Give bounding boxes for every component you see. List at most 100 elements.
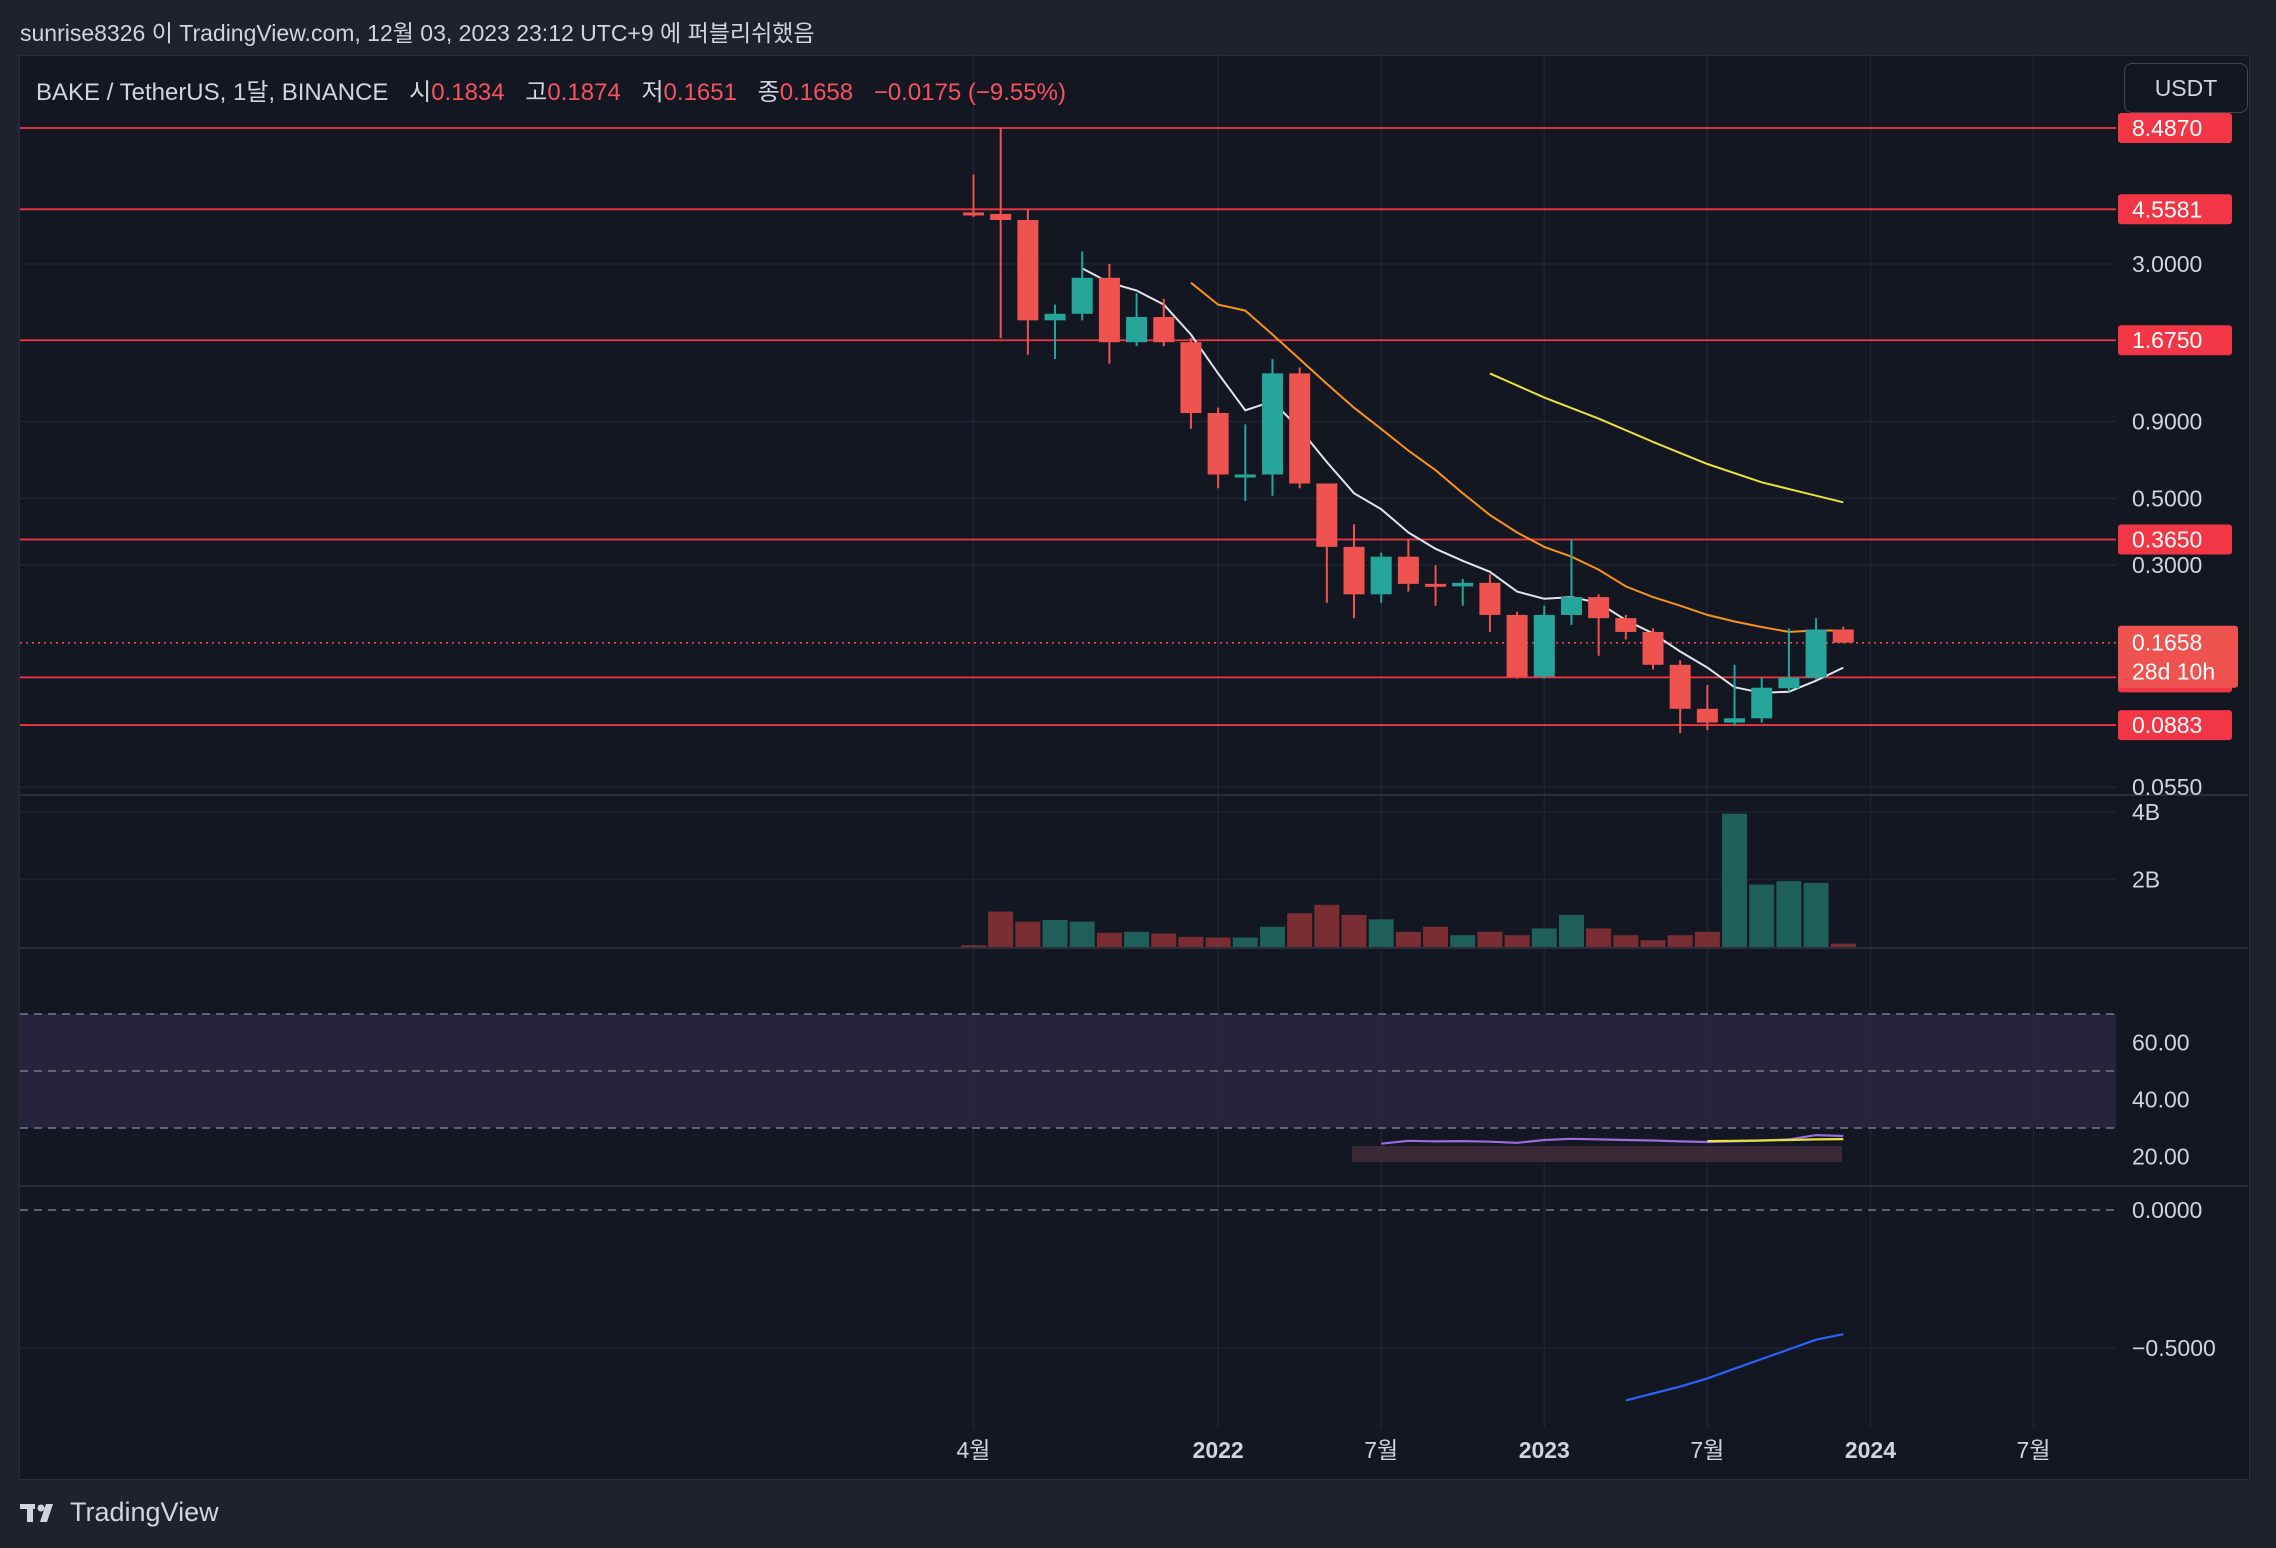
candle [963,174,984,217]
publish-info: sunrise8326 이 TradingView.com, 12월 03, 2… [20,20,815,46]
volume-bar [1558,914,1584,947]
candle [1234,424,1256,501]
candle-body [1778,677,1800,689]
volume-bar [1205,937,1231,947]
candle [1588,594,1610,656]
candle-body [1370,556,1392,595]
level-badge [2118,524,2232,555]
candle [1316,483,1338,603]
candle [1425,565,1447,606]
volume-bar [1531,928,1557,947]
moving-averages [1081,267,1844,694]
rsi-below-fill [1352,1146,1842,1162]
currency-button[interactable]: USDT [2124,63,2248,113]
time-tick-label: 7월 [2017,1437,2051,1463]
candle [1506,611,1528,679]
candle [1724,664,1746,726]
volume-bar [1667,935,1693,947]
moving-average-line [1489,372,1844,504]
candle [1533,605,1555,679]
candle [1479,574,1501,632]
candle-body [1696,708,1718,723]
time-tick-label: 2022 [1193,1437,1244,1463]
candle-body [990,213,1012,220]
close-label: 종 [757,79,780,106]
candle-body [1452,582,1474,587]
candle [1098,264,1120,364]
rsi-tick-label: 20.00 [2132,1144,2190,1170]
candle [1778,628,1800,692]
time-tick-label: 2023 [1519,1437,1570,1463]
candle [990,127,1012,339]
candle-body [1153,317,1175,343]
footer-brand[interactable]: TradingView [20,1497,219,1528]
oscillator-tick-label: −0.5000 [2132,1335,2216,1361]
volume-bar [1314,904,1340,947]
change-value: −0.0175 (−9.55%) [873,79,1066,106]
volume-bar [1722,813,1748,947]
candle [1044,304,1066,360]
volume-tick-label: 4B [2132,799,2160,825]
candle [1805,618,1827,680]
candle-body [1805,629,1827,678]
candle [1452,578,1474,606]
candle [1153,298,1175,347]
high-value: 0.1874 [547,79,621,106]
candle-body [1533,614,1555,677]
volume-bar [1450,935,1476,947]
volume-bar [1613,935,1639,947]
rsi-tick-label: 40.00 [2132,1087,2190,1113]
volume-bar [1504,935,1530,947]
candle [1207,407,1229,489]
volume-bar [1803,882,1829,947]
volume-bar [1776,881,1802,947]
candle [1343,524,1365,619]
moving-average-line [1081,267,1844,694]
candle [1696,684,1718,731]
level-badge [2118,325,2232,356]
candle-body [1071,277,1093,314]
last-price-label: 0.1658 [2132,630,2202,656]
level-badge-label: 8.4870 [2132,115,2202,141]
candle-body [1425,583,1447,587]
candle-body [1234,474,1256,478]
price-tick-label: 0.0550 [2132,774,2202,800]
rsi-pane [20,1013,2116,1162]
candle [1397,539,1419,592]
candle [1832,626,1854,644]
volume-bar [1749,884,1775,947]
close-value: 0.1658 [779,79,854,106]
candle [1126,293,1148,347]
volume-bar [1151,933,1177,947]
rsi-tick-label: 60.00 [2132,1030,2190,1056]
price-tick-label: 0.5000 [2132,485,2202,511]
candle [1071,251,1093,321]
candle [1642,628,1664,670]
volume-bar [1178,936,1204,947]
level-badge [2118,112,2232,143]
symbol-title[interactable]: BAKE / TetherUS, 1달, BINANCE [36,79,389,106]
candle-body [963,212,984,216]
oscillator-line [1625,1333,1844,1402]
time-tick-label: 7월 [1364,1437,1398,1463]
volume-bar [1287,913,1313,947]
candle-body [1669,664,1691,709]
low-label: 저 [641,79,664,106]
candle-body [1588,597,1610,619]
candle-body [1642,631,1664,665]
level-badge-label: 4.5581 [2132,196,2202,222]
price-tick-label: 3.0000 [2132,251,2202,277]
candle-body [1017,219,1039,321]
candle-body [1479,582,1501,615]
candle [1017,209,1039,355]
tradingview-logo-icon [20,1503,53,1522]
candle-body [1207,413,1229,475]
candle-body [1180,342,1202,414]
symbol-legend: BAKE / TetherUS, 1달, BINANCE 시0.1834 고0.… [36,72,1066,107]
volume-bar [988,911,1014,947]
volume-bar [1015,921,1041,947]
candle-body [1560,597,1582,615]
candle [1180,338,1202,429]
price-grid [20,55,2116,1428]
